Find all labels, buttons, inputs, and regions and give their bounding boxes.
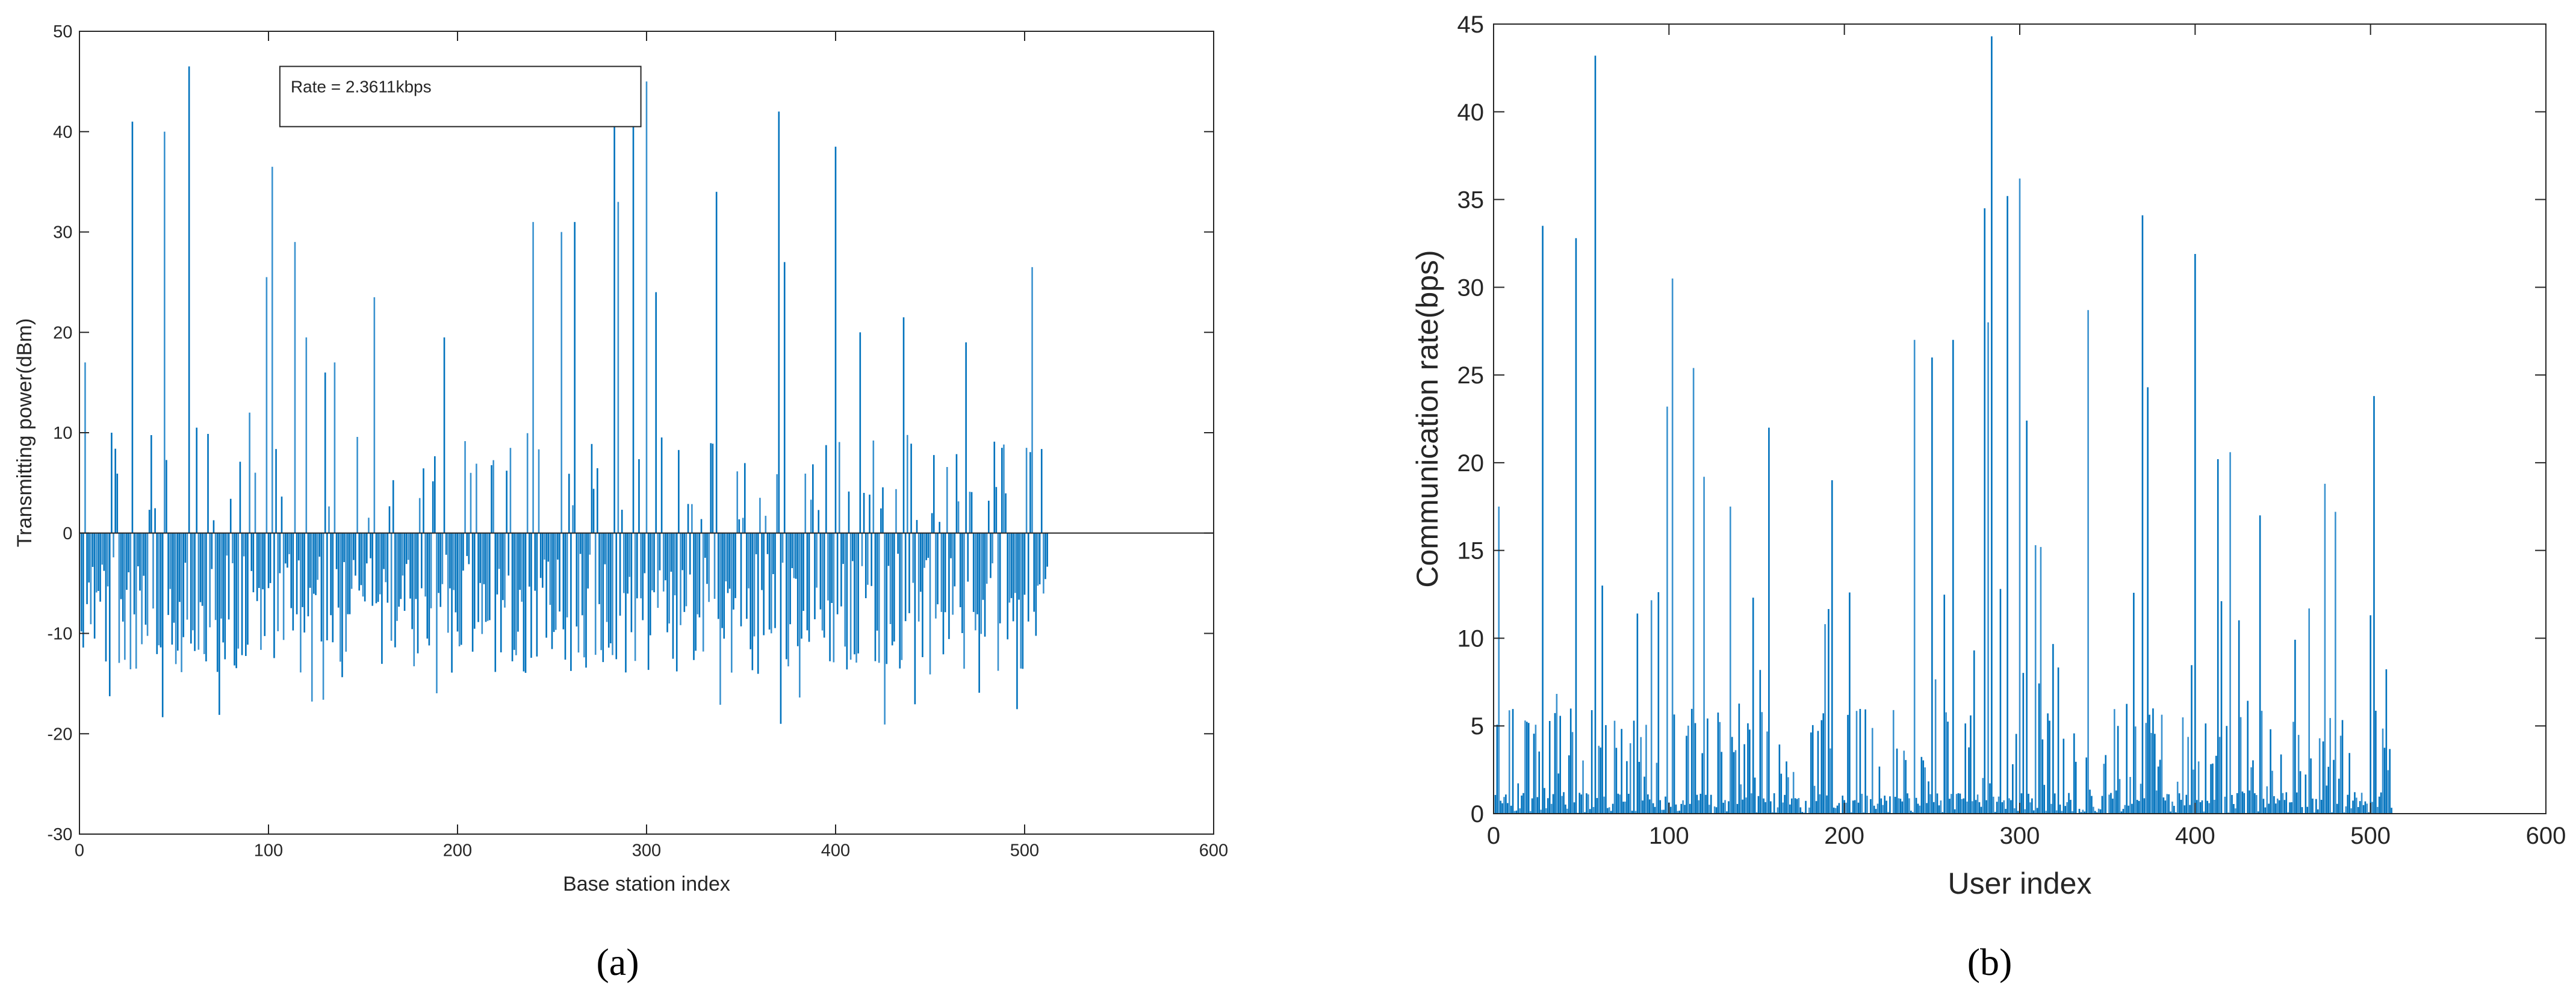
caption-a: (a) <box>596 941 639 983</box>
x-tick-label: 200 <box>1824 823 1864 849</box>
x-tick-label: 0 <box>75 841 84 860</box>
x-tick-label: 500 <box>2350 823 2391 849</box>
y-tick-label: 30 <box>1457 274 1485 301</box>
caption-b: (b) <box>1967 941 2013 983</box>
x-tick-label: 100 <box>254 841 283 860</box>
y-tick-label: 35 <box>1457 187 1485 214</box>
y-tick-label: 15 <box>1457 538 1485 564</box>
x-axis-ticks-a: 0 100 200 300 400 500 600 <box>75 31 1228 860</box>
y-tick-label: 0 <box>1471 801 1484 827</box>
y-tick-label: -30 <box>47 825 72 844</box>
bar-series-b <box>1494 36 2392 814</box>
y-tick-label: -20 <box>47 725 72 744</box>
y-axis-label-b: Communication rate(bps) <box>1411 250 1444 587</box>
x-tick-label: 300 <box>632 841 661 860</box>
chart-panel-a: 0 100 200 300 400 500 600 -30 -20 -10 0 10 20 30 40 50… <box>13 22 1228 983</box>
y-axis-ticks-a: -30 -20 -10 0 10 20 30 40 50 <box>47 22 1214 844</box>
x-axis-label-b: User index <box>1948 867 2092 900</box>
x-tick-label: 400 <box>821 841 850 860</box>
y-axis-ticks-b: 0 5 10 15 20 25 30 35 40 45 <box>1457 11 2546 827</box>
y-tick-label: 40 <box>1457 99 1485 126</box>
y-tick-label: 25 <box>1457 362 1485 389</box>
y-tick-label: 30 <box>53 223 72 243</box>
y-tick-label: 0 <box>63 524 72 543</box>
x-axis-label-a: Base station index <box>563 873 730 895</box>
x-tick-label: 100 <box>1649 823 1689 849</box>
x-tick-label: 400 <box>2175 823 2215 849</box>
x-axis-ticks-b: 0 100 200 300 400 500 600 <box>1487 24 2566 849</box>
x-tick-label: 600 <box>1199 841 1228 860</box>
y-axis-label-a: Transmitting power(dBm) <box>13 318 36 547</box>
annotation-text: Rate = 2.3611kbps <box>291 77 432 96</box>
y-tick-label: 50 <box>53 22 72 42</box>
x-tick-label: 500 <box>1010 841 1039 860</box>
annotation-box: Rate = 2.3611kbps <box>279 66 642 128</box>
x-tick-label: 0 <box>1487 823 1500 849</box>
y-tick-label: 40 <box>53 123 72 142</box>
x-tick-label: 300 <box>2000 823 2040 849</box>
y-tick-label: -10 <box>47 625 72 644</box>
annotation-frame <box>279 66 642 128</box>
y-tick-label: 20 <box>53 323 72 342</box>
y-tick-label: 45 <box>1457 11 1485 38</box>
y-tick-label: 10 <box>1457 625 1485 652</box>
y-tick-label: 10 <box>53 424 72 443</box>
y-tick-label: 5 <box>1471 713 1484 740</box>
bar-series-a <box>80 66 1048 725</box>
chart-panel-b: 0 100 200 300 400 500 600 0 5 10 15 20 25 30 35 40 45 U… <box>1411 11 2566 983</box>
x-tick-label: 600 <box>2526 823 2566 849</box>
y-tick-label: 20 <box>1457 450 1485 477</box>
x-tick-label: 200 <box>443 841 472 860</box>
